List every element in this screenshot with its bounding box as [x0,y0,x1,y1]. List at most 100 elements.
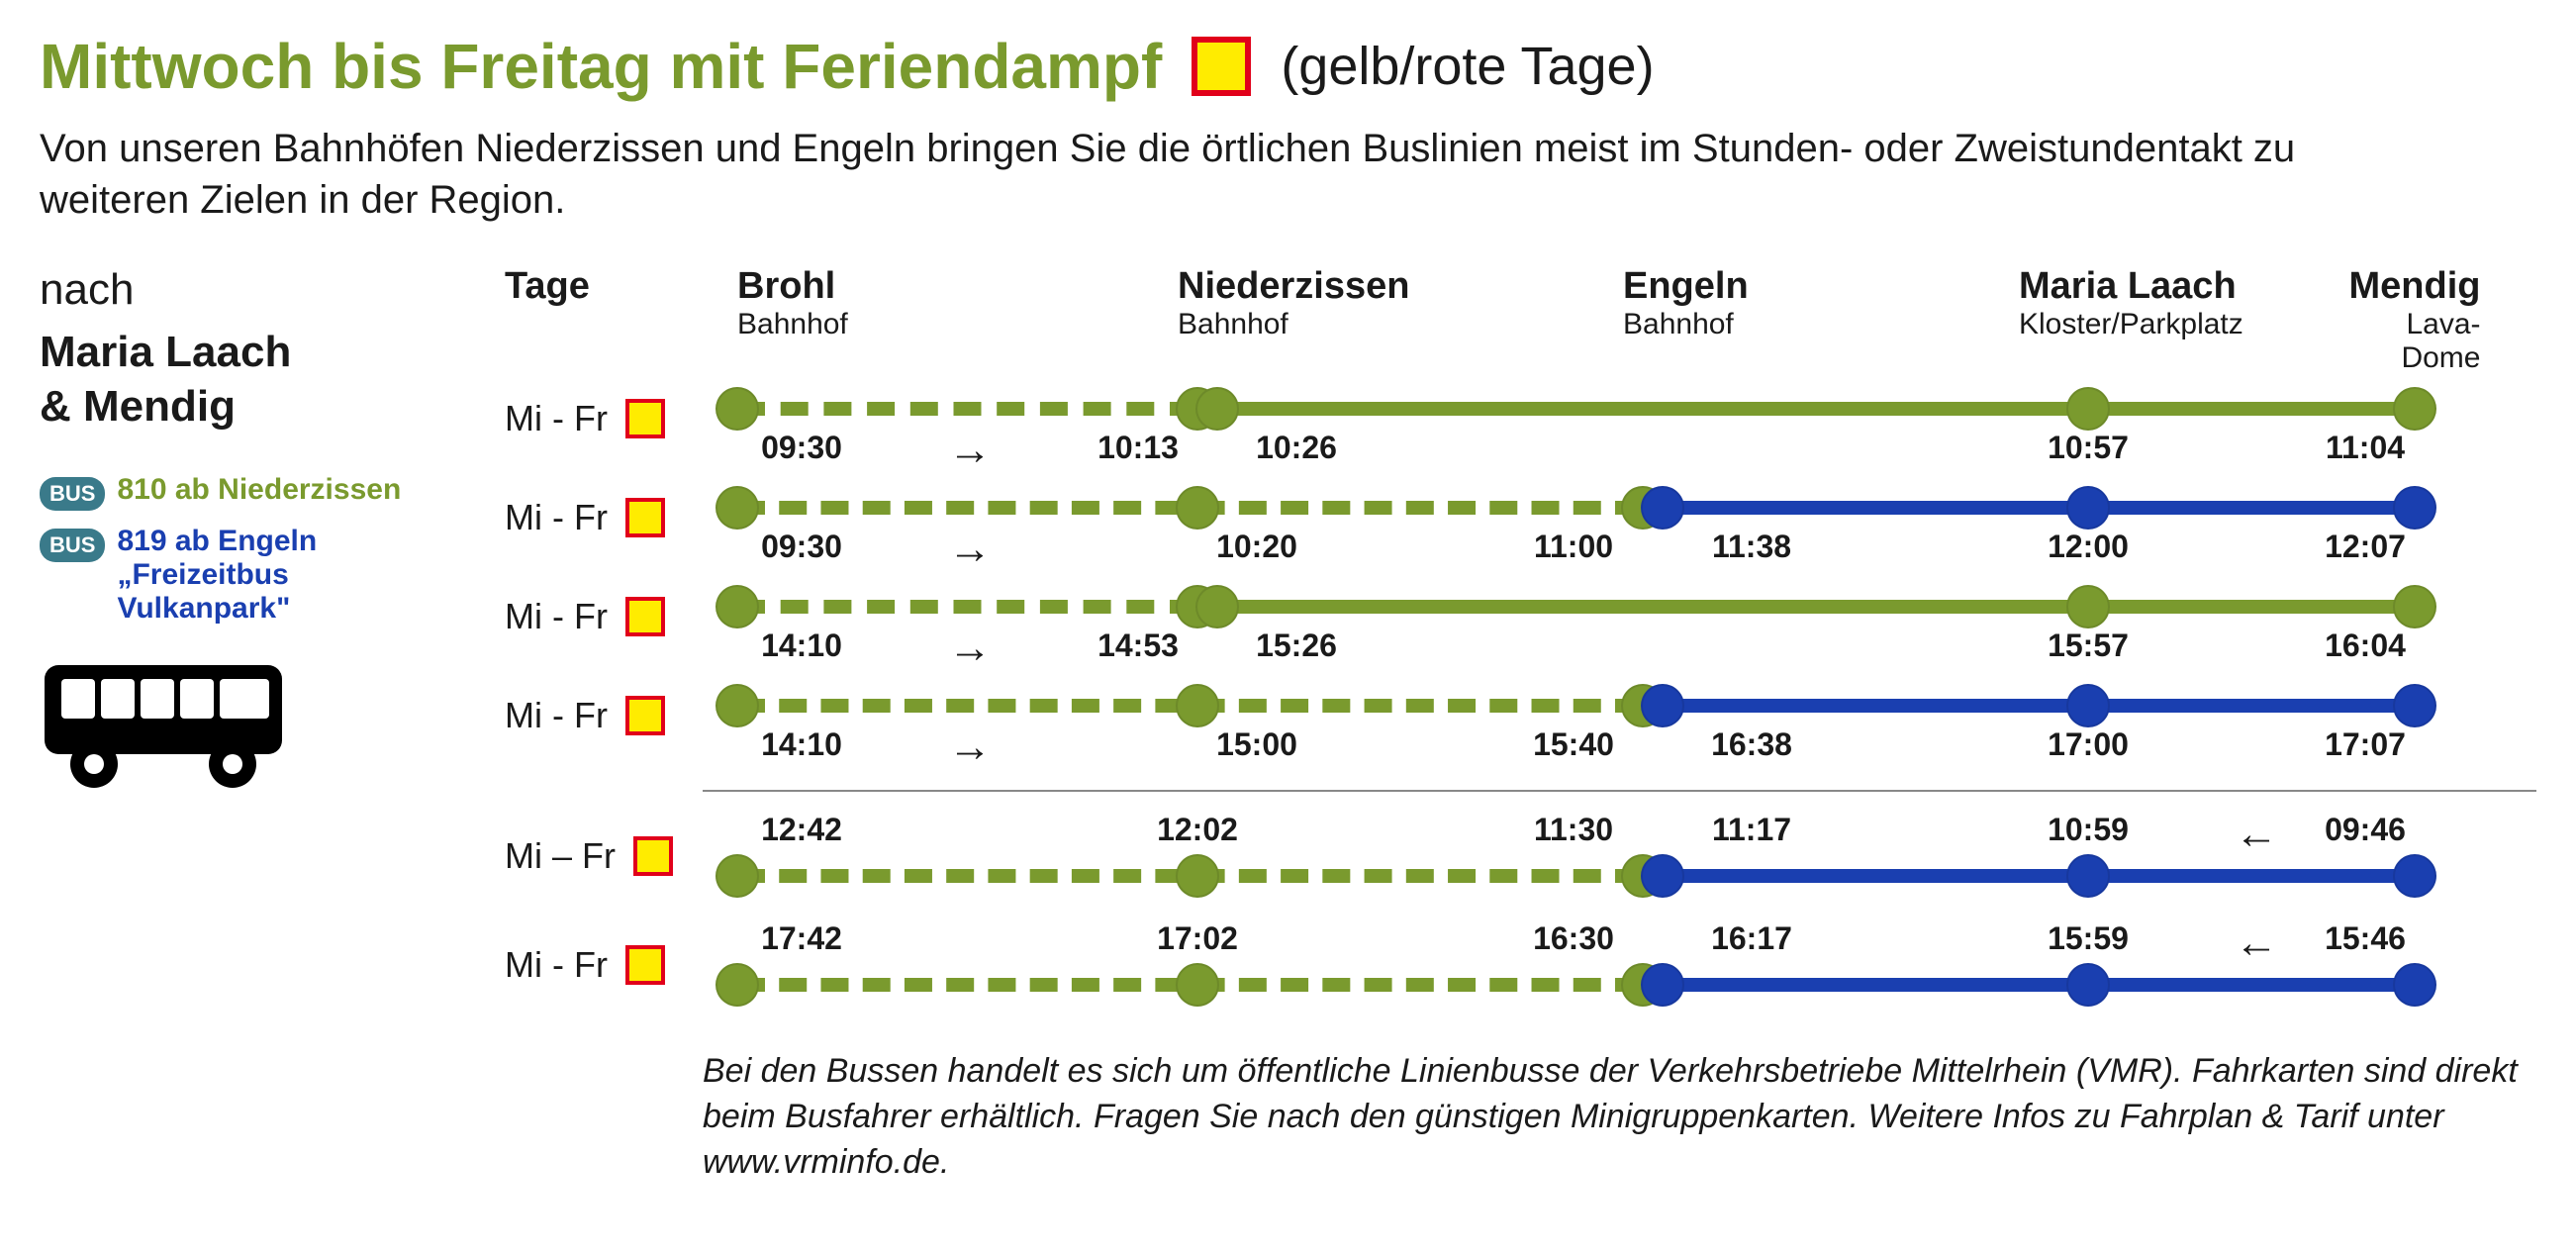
bus-line: BUS 819 ab Engeln„FreizeitbusVulkanpark" [40,525,465,626]
stop-node-icon [1176,684,1219,727]
time-label: 10:59 [2048,812,2129,848]
col-header-top: Mendig [2349,265,2481,308]
time-label: 16:04 [2325,628,2406,664]
day-type-square-icon [625,399,665,438]
bus-segment [1663,869,2415,883]
col-header-top: Maria Laach [2019,265,2243,308]
col-header-engeln: EngelnBahnhof [1623,265,1749,341]
col-header-brohl: BrohlBahnhof [737,265,848,341]
row-day-label: Mi - Fr [505,398,665,439]
stop-node-icon [1195,585,1239,628]
col-header-top: Engeln [1623,265,1749,308]
stop-node-icon [1176,486,1219,530]
time-label: 12:02 [1157,812,1238,848]
stop-node-icon [1176,854,1219,898]
col-header-top: Niederzissen [1178,265,1409,308]
page-title: Mittwoch bis Freitag mit Feriendampf [40,30,1162,103]
track-area: 17:4217:0216:3016:1715:5915:46← [703,920,2536,1029]
train-segment [737,600,1197,614]
row-day-label: Mi – Fr [505,835,673,877]
legend-square-icon [1192,37,1251,96]
stop-node-icon [2393,854,2436,898]
stop-node-icon [716,684,759,727]
col-header-sub: Bahnhof [1178,308,1409,341]
stop-node-icon [716,854,759,898]
row-day-text: Mi - Fr [505,695,608,736]
row-day-text: Mi - Fr [505,596,608,637]
schedule-row: Mi - Fr17:4217:0216:3016:1715:5915:46← [505,920,2536,1029]
col-header-sub: Lava-Dome [2349,308,2481,375]
intro-text: Von unseren Bahnhöfen Niederzissen und E… [40,123,2415,226]
legend-label: (gelb/rote Tage) [1281,36,1654,97]
time-label: 10:57 [2048,430,2129,466]
time-label: 12:07 [2325,529,2406,565]
arrow-right-icon: → [948,624,992,673]
time-label: 10:20 [1216,529,1297,565]
col-header-niederzissen: NiederzissenBahnhof [1178,265,1409,341]
time-label: 15:26 [1256,628,1337,664]
time-label: 11:38 [1712,529,1791,565]
stop-node-icon [716,486,759,530]
time-label: 15:59 [2048,920,2129,957]
row-day-label: Mi - Fr [505,944,665,986]
bus-segment [1217,600,2415,614]
schedule-row: Mi – Fr12:4212:0211:3011:1710:5909:46← [505,812,2536,920]
bus-line-text: 819 ab Engeln„FreizeitbusVulkanpark" [117,525,317,626]
time-label: 15:46 [2325,920,2406,957]
day-type-square-icon [625,498,665,537]
arrow-right-icon: → [948,723,992,772]
time-label: 11:17 [1712,812,1791,848]
schedule-row: Mi - Fr09:3010:1310:2610:5711:04→ [505,374,2536,473]
time-label: 16:30 [1533,920,1614,957]
time-label: 16:38 [1711,726,1792,763]
train-segment [737,402,1197,416]
day-type-square-icon [633,836,673,876]
stop-node-icon [1176,963,1219,1007]
track-area: 09:3010:1310:2610:5711:04→ [703,374,2536,473]
stop-node-icon [2066,486,2110,530]
time-label: 15:57 [2048,628,2129,664]
section-divider [703,790,2536,792]
schedule-row: Mi - Fr14:1015:0015:4016:3817:0017:07→ [505,671,2536,770]
stop-node-icon [2066,963,2110,1007]
row-day-text: Mi – Fr [505,835,616,877]
column-headers: Tage BrohlBahnhofNiederzissenBahnhofEnge… [505,265,2536,374]
track-area: 14:10 14:53 15:26 15:57 16:04 → [703,572,2536,671]
time-label: 09:30 [761,430,842,466]
bus-badge-icon: BUS [40,529,105,562]
schedule-row: Mi - Fr09:3010:2011:0011:3812:0012:07→ [505,473,2536,572]
time-label: 11:30 [1534,812,1613,848]
day-type-square-icon [625,945,665,985]
stop-node-icon [2066,684,2110,727]
time-label: 09:30 [761,529,842,565]
stop-node-icon [2393,486,2436,530]
outbound-rows: Mi - Fr09:3010:1310:2610:5711:04→Mi - Fr… [505,374,2536,770]
arrow-left-icon: ← [2235,918,2278,968]
time-label: 17:07 [2325,726,2406,763]
stop-node-icon [1641,486,1684,530]
bus-segment [1663,699,2415,713]
bus-badge-icon: BUS [40,477,105,511]
bus-pictogram-icon [40,655,465,799]
col-header-mendig: MendigLava-Dome [2349,265,2481,375]
main-layout: nach Maria Laach& Mendig BUS810 ab Niede… [40,265,2536,1186]
time-label: 15:00 [1216,726,1297,763]
title-row: Mittwoch bis Freitag mit Feriendampf (ge… [40,30,2536,103]
time-label: 17:02 [1157,920,1238,957]
bus-segment [1217,402,2415,416]
time-label: 14:10 [761,628,842,664]
arrow-right-icon: → [948,426,992,475]
time-label: 16:17 [1711,920,1792,957]
bus-line: BUS 810 ab Niederzissen [40,473,465,511]
time-label: 14:53 [1097,628,1179,664]
destination-label: Maria Laach& Mendig [40,325,465,434]
stop-node-icon [2393,387,2436,431]
row-day-text: Mi - Fr [505,944,608,986]
col-header-top: Brohl [737,265,848,308]
row-day-text: Mi - Fr [505,497,608,538]
arrow-left-icon: ← [2235,810,2278,859]
time-label: 11:04 [2326,430,2405,466]
bus-line-text: 810 ab Niederzissen [117,473,401,507]
stop-node-icon [2066,585,2110,628]
stop-node-icon [1641,963,1684,1007]
